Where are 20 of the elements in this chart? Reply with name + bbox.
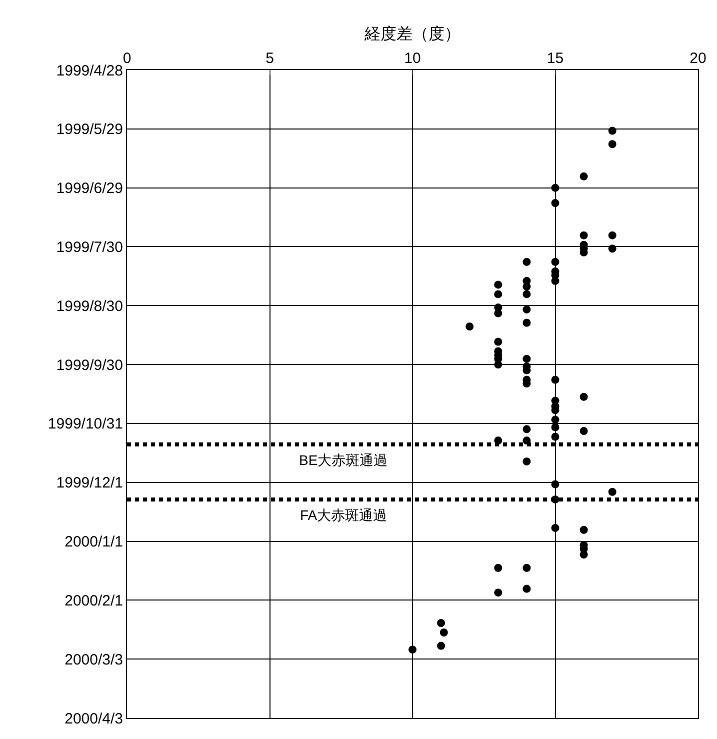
x-tick-label: 15 [546,50,564,67]
y-tick-label: 1999/12/1 [56,474,123,492]
y-tick-label: 1999/9/30 [56,356,123,374]
y-tick-label: 1999/10/31 [48,416,123,433]
x-axis-title: 経度差（度） [364,24,460,43]
y-tick-label: 1999/6/29 [56,180,123,198]
y-tick-label: 1999/5/29 [56,121,123,138]
x-tick-label: 10 [404,50,421,67]
ref-line-label: BE大赤斑通過 [299,452,388,468]
ref-line-label: FA大赤斑通過 [300,507,388,523]
y-tick-label: 2000/4/3 [64,710,123,728]
x-tick-label: 0 [122,50,132,67]
y-tick-label: 2000/1/1 [64,534,123,551]
y-tick-label: 1999/8/30 [56,298,123,315]
y-tick-label: 2000/3/3 [64,651,123,668]
x-tick-label: 20 [690,50,706,67]
x-tick-label: 5 [266,50,274,67]
y-tick-label: 1999/4/28 [56,62,123,80]
y-tick-label: 2000/2/1 [64,592,123,610]
y-tick-label: 1999/7/30 [56,238,123,256]
